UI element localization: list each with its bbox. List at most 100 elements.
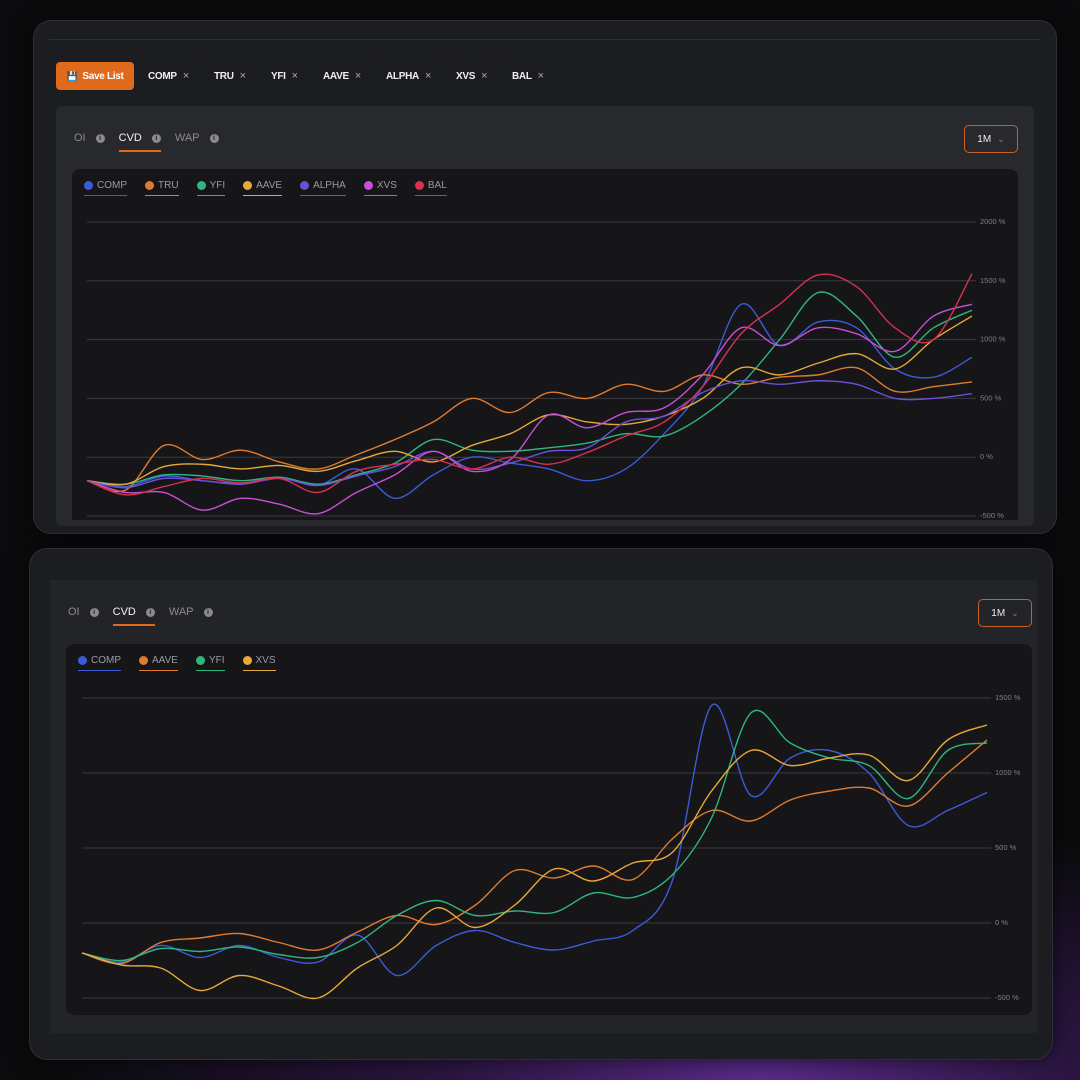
legend-label: ALPHA [313,180,346,191]
chip[interactable]: BAL × [503,62,553,90]
legend-icon [196,181,206,190]
legend-icon [195,656,205,665]
chip-label: AAVE [323,70,349,82]
chip[interactable]: ALPHA × [377,62,441,90]
chip-remove[interactable]: × [537,70,544,82]
legend-label: YFI [208,655,225,666]
series-line [81,724,988,1000]
legend-item[interactable]: YFI [196,180,226,196]
tab[interactable]: OI i [74,132,105,152]
series-line [86,303,973,500]
chip-remove[interactable]: × [424,70,432,82]
legend-label: AAVE [152,655,178,666]
legend-item[interactable]: XVS [242,655,276,671]
chip[interactable]: XVS × [447,62,497,90]
chart: -500 % 0 % 500 % 1000 % 1500 % 2000 % [86,217,1006,520]
info-icon: i [203,607,213,617]
chip-remove[interactable]: × [291,70,298,82]
legend-item[interactable]: YFI [195,655,225,671]
legend-label: TRU [158,180,179,191]
plot-area: -500 % 0 % 500 % 1000 % 1500 % COMP AAVE YFI XVS [66,644,1032,1015]
series-line [86,273,973,496]
period-label: 1M [991,607,1006,619]
tab-label: CVD [112,606,136,618]
legend: COMP AAVE YFI XVS [78,655,276,671]
chip[interactable]: COMP × [139,62,198,90]
legend-item[interactable]: AAVE [243,180,283,196]
chip[interactable]: AAVE × [314,62,370,90]
chip-remove[interactable]: × [182,70,189,82]
info-icon: i [89,607,99,617]
tab[interactable]: OI i [68,606,99,626]
legend-icon [414,181,424,190]
chip-label: YFI [271,70,286,82]
legend-icon [300,181,310,190]
save-button[interactable]: 💾 Save List [56,62,134,90]
chart: -500 % 0 % 500 % 1000 % 1500 % [81,693,1021,1002]
info-icon: i [145,607,155,617]
period-label: 1M [977,133,992,145]
chip-label: XVS [456,70,476,82]
legend-label: AAVE [256,180,283,191]
legend-item[interactable]: BAL [414,180,447,196]
series-line [81,739,988,965]
y-tick-label: 2000 % [980,217,1006,226]
period-dropdown[interactable]: 1M ⌄ [964,125,1018,153]
legend-item[interactable]: TRU [145,180,179,196]
legend-icon [78,656,87,665]
legend-item[interactable]: ALPHA [300,180,346,196]
chip-label: BAL [512,70,532,82]
tab[interactable]: WAP i [169,606,213,626]
chip[interactable]: YFI × [262,62,307,90]
series-line [86,291,973,486]
y-tick-label: 1000 % [980,335,1006,344]
y-tick-label: 500 % [980,393,1002,402]
y-tick-label: 1500 % [995,693,1021,702]
tab[interactable]: CVD i [118,132,161,152]
tab[interactable]: CVD i [112,606,155,626]
legend-item[interactable]: COMP [84,180,127,196]
y-tick-label: 0 % [995,918,1008,927]
series-line [86,379,973,489]
series-line [86,315,973,486]
info-icon: i [209,133,219,143]
tab-label: CVD [118,132,142,144]
y-tick-label: -500 % [995,993,1019,1002]
legend-label: COMP [97,180,127,191]
legend-label: COMP [91,655,121,666]
chip-label: ALPHA [386,70,419,82]
tab-label: OI [68,606,80,618]
y-tick-label: 1500 % [980,276,1006,285]
period-dropdown[interactable]: 1M ⌄ [978,599,1032,627]
tabs: OI i CVD i WAP i [68,606,213,626]
chip[interactable]: TRU × [205,62,255,90]
legend-icon [243,181,253,190]
series-line [86,303,973,515]
chip-remove[interactable]: × [239,70,246,82]
legend-label: BAL [427,180,447,191]
legend-icon [363,181,373,190]
legend-item[interactable]: COMP [78,655,121,671]
tab-label: WAP [174,132,200,144]
tab-label: OI [74,132,86,144]
save-label: Save List [82,70,124,82]
legend-item[interactable]: XVS [363,180,397,196]
series-line [81,703,988,977]
legend-label: YFI [209,180,226,191]
chip-remove[interactable]: × [354,70,361,82]
tab-label: WAP [168,606,194,618]
y-tick-label: 1000 % [995,768,1021,777]
chip-remove[interactable]: × [481,70,488,82]
legend-icon [145,181,154,190]
legend-icon [242,656,252,665]
legend-item[interactable]: AAVE [139,655,178,671]
y-tick-label: -500 % [980,511,1004,520]
series-line [86,366,973,493]
legend: COMP TRU YFI AAVE ALPHA XVS BAL [84,180,447,196]
legend-label: XVS [255,655,276,666]
tab[interactable]: WAP i [175,132,219,152]
legend-icon [84,181,93,190]
legend-icon [139,656,148,665]
info-icon: i [95,133,105,143]
